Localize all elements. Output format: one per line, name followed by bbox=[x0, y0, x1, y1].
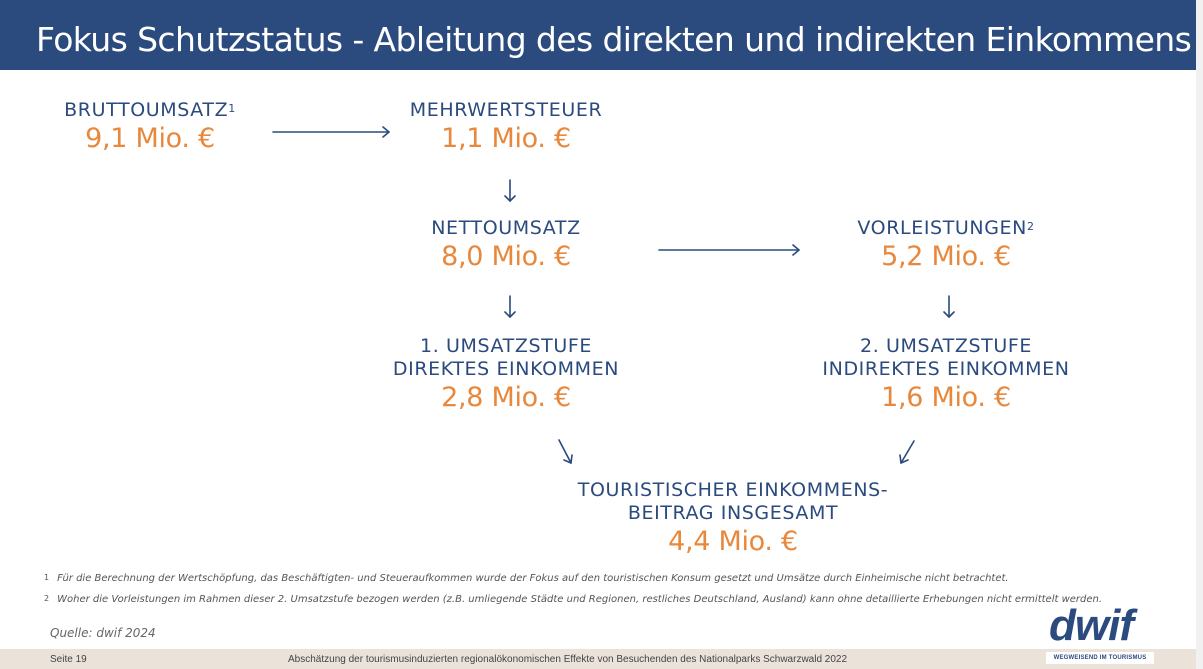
node-vorleistungen-value: 5,2 Mio. € bbox=[881, 241, 1011, 272]
footer-bar bbox=[0, 649, 1196, 669]
footnote-2: 2 Woher die Vorleistungen im Rahmen diese… bbox=[44, 594, 1102, 605]
arrow-mwst-to-netto bbox=[504, 179, 516, 202]
node-gesamt-label-line1: TOURISTISCHER EINKOMMENS- bbox=[577, 479, 889, 501]
node-vorleistungen-label: VORLEISTUNGEN bbox=[857, 217, 1027, 239]
node-umsatzstufe-1-label-line1: 1. UMSATZSTUFE bbox=[420, 335, 592, 357]
footnote-2-marker: 2 bbox=[44, 594, 50, 603]
node-nettoumsatz-value: 8,0 Mio. € bbox=[441, 241, 571, 272]
footnote-2-text: Woher die Vorleistungen im Rahmen dieser… bbox=[57, 594, 1103, 605]
node-umsatzstufe-1: 1. UMSATZSTUFE DIREKTES EINKOMMEN 2,8 Mi… bbox=[356, 335, 656, 415]
node-umsatzstufe-2-label-line1: 2. UMSATZSTUFE bbox=[860, 335, 1032, 357]
node-gesamt-value: 4,4 Mio. € bbox=[668, 526, 798, 557]
footnote-ref-2: 2 bbox=[1026, 220, 1035, 233]
node-nettoumsatz: NETTOUMSATZ 8,0 Mio. € bbox=[376, 217, 636, 274]
node-vorleistungen: VORLEISTUNGEN2 5,2 Mio. € bbox=[816, 217, 1076, 274]
node-bruttoumsatz-label: BRUTTOUMSATZ bbox=[64, 99, 229, 121]
node-nettoumsatz-label: NETTOUMSATZ bbox=[431, 217, 581, 239]
footnote-1-text: Für die Berechnung der Wertschöpfung, da… bbox=[57, 573, 1009, 584]
page-number: Seite 19 bbox=[50, 654, 87, 665]
node-bruttoumsatz: BRUTTOUMSATZ1 9,1 Mio. € bbox=[40, 99, 260, 156]
node-mehrwertsteuer-label: MEHRWERTSTEUER bbox=[409, 99, 603, 121]
node-umsatzstufe-2: 2. UMSATZSTUFE INDIREKTES EINKOMMEN 1,6 … bbox=[796, 335, 1096, 415]
arrow-vorleistungen-to-umsatzstufe-2 bbox=[943, 295, 955, 318]
arrow-umsatzstufe-1-to-gesamt bbox=[558, 439, 573, 464]
arrow-umsatzstufe-2-to-gesamt bbox=[899, 440, 915, 464]
node-umsatzstufe-1-label-line2: DIREKTES EINKOMMEN bbox=[392, 358, 620, 380]
arrow-netto-to-umsatzstufe-1 bbox=[504, 295, 516, 318]
scrollbar-track[interactable] bbox=[1196, 0, 1203, 669]
footer-text: Abschätzung der tourismusinduzierten reg… bbox=[288, 654, 848, 665]
node-gesamt: TOURISTISCHER EINKOMMENS- BEITRAG INSGES… bbox=[543, 479, 923, 559]
page-title: Fokus Schutzstatus - Ableitung des direk… bbox=[36, 20, 1192, 59]
node-mehrwertsteuer: MEHRWERTSTEUER 1,1 Mio. € bbox=[376, 99, 636, 156]
footnote-1: 1 Für die Berechnung der Wertschöpfung, d… bbox=[44, 573, 1009, 584]
node-bruttoumsatz-value: 9,1 Mio. € bbox=[85, 123, 215, 154]
dwif-logo-tagline: WEGWEISEND IM TOURISMUS bbox=[1046, 652, 1154, 664]
arrow-netto-to-vorleistungen bbox=[658, 244, 800, 256]
arrow-brutto-to-mwst bbox=[272, 126, 390, 138]
node-umsatzstufe-1-value: 2,8 Mio. € bbox=[441, 382, 571, 413]
node-umsatzstufe-2-value: 1,6 Mio. € bbox=[881, 382, 1011, 413]
title-bar bbox=[0, 0, 1196, 70]
dwif-logo: dwif bbox=[1049, 601, 1134, 650]
footnote-ref-1: 1 bbox=[228, 102, 236, 115]
node-umsatzstufe-2-label-line2: INDIREKTES EINKOMMEN bbox=[822, 358, 1070, 380]
node-mehrwertsteuer-value: 1,1 Mio. € bbox=[441, 123, 571, 154]
footnote-1-marker: 1 bbox=[44, 573, 50, 582]
source-note: Quelle: dwif 2024 bbox=[50, 626, 156, 640]
node-gesamt-label-line2: BEITRAG INSGESAMT bbox=[627, 502, 839, 524]
